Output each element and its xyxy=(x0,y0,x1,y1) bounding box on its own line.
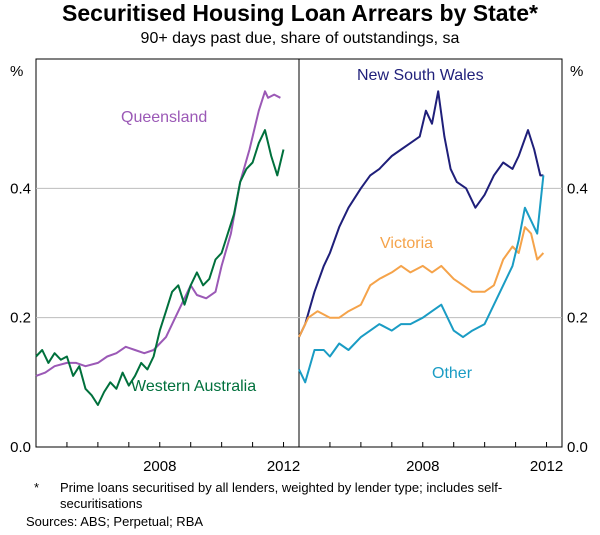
chart-title: Securitised Housing Loan Arrears by Stat… xyxy=(62,0,538,26)
y-tick-label-right: 0.0 xyxy=(567,439,588,456)
footnote: Prime loans securitised by all lenders, … xyxy=(60,480,503,511)
label-western-australia: Western Australia xyxy=(131,378,256,395)
x-tick-label: 2008 xyxy=(406,458,439,475)
y-tick-label-left: 0.0 xyxy=(10,439,31,456)
series-line-queensland xyxy=(35,90,281,377)
gridlines xyxy=(35,187,562,447)
right-panel-frame xyxy=(298,58,563,448)
y-tick-label-left: 0.4 xyxy=(10,180,31,197)
series-line-western-australia xyxy=(35,129,285,406)
label-queensland: Queensland xyxy=(121,109,207,126)
chart-subtitle: 90+ days past due, share of outstandings… xyxy=(140,30,460,47)
series-line-new-south-wales xyxy=(298,90,544,338)
y-tick-label-right: 0.4 xyxy=(567,180,588,197)
y-tick-label-right: 0.2 xyxy=(567,310,588,327)
x-tick-label: 2012 xyxy=(530,458,563,475)
y-tick-label-left: 0.2 xyxy=(10,310,31,327)
label-other: Other xyxy=(432,365,473,382)
y-unit-left: % xyxy=(10,63,23,80)
series-lines xyxy=(35,90,545,406)
sources: Sources: ABS; Perpetual; RBA xyxy=(26,514,204,529)
series-line-other xyxy=(298,175,545,384)
x-tick-label: 2008 xyxy=(143,458,176,475)
label-victoria: Victoria xyxy=(380,235,433,252)
y-unit-right: % xyxy=(570,63,583,80)
footnote-marker: * xyxy=(34,480,40,495)
x-tick-label: 2012 xyxy=(267,458,300,475)
label-new-south-wales: New South Wales xyxy=(357,67,484,84)
